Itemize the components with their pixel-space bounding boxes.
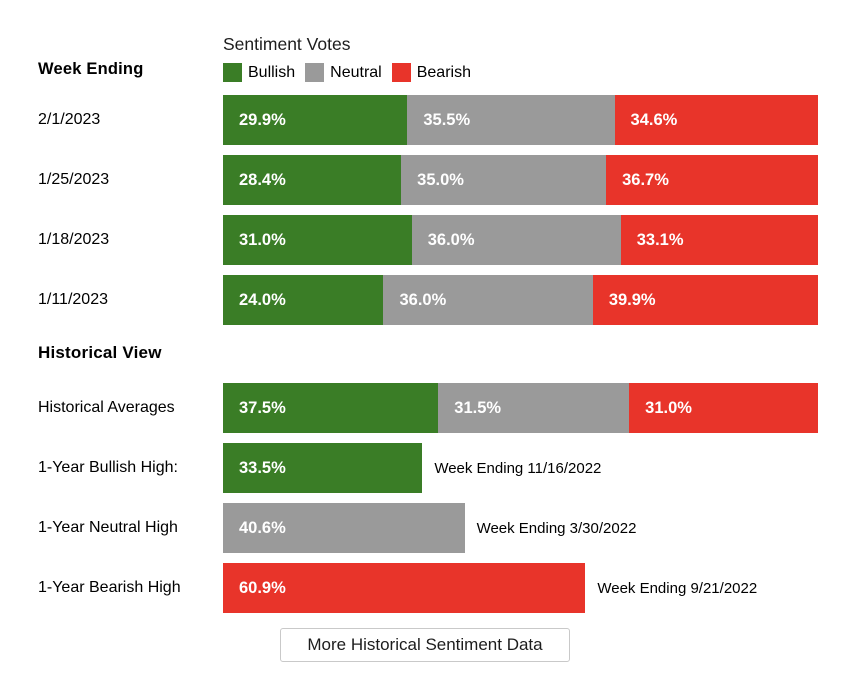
neutral-value: 36.0% (427, 230, 475, 249)
bearish-segment: 31.0% (629, 383, 818, 433)
stacked-bar: 37.5% 31.5% 31.0% (223, 383, 818, 433)
bearish-high-row: 1-Year Bearish High 60.9% Week Ending 9/… (38, 563, 818, 613)
week-label: 1/25/2023 (38, 171, 110, 188)
bullish-segment: 31.0% (223, 215, 412, 265)
neutral-segment: 36.0% (383, 275, 593, 325)
neutral-swatch-icon (305, 63, 325, 82)
bullish-high-bar: 33.5% (223, 443, 423, 493)
stacked-bar: 31.0% 36.0% 33.1% (223, 215, 818, 265)
legend-item-bearish: Bearish (391, 63, 471, 82)
neutral-segment: 35.5% (407, 95, 615, 145)
bearish-high-value: 60.9% (239, 578, 286, 597)
bullish-swatch-icon (223, 63, 242, 82)
bullish-value: 31.0% (239, 230, 286, 249)
stacked-bar: 28.4% 35.0% 36.7% (223, 155, 818, 205)
week-label: 1/18/2023 (38, 231, 110, 248)
historical-averages-label: Historical Averages (38, 399, 175, 416)
neutral-high-note: Week Ending 3/30/2022 (476, 519, 637, 537)
legend: Bullish Neutral Bearish (223, 63, 818, 82)
bearish-value: 36.7% (622, 170, 669, 189)
bullish-value: 28.4% (239, 170, 286, 189)
bullish-high-label: 1-Year Bullish High: (38, 459, 178, 476)
legend-label: Bearish (416, 63, 471, 81)
bullish-segment: 28.4% (223, 155, 402, 205)
week-label: 2/1/2023 (38, 111, 101, 128)
bearish-segment: 33.1% (620, 215, 818, 265)
legend-item-bullish: Bullish (223, 63, 295, 82)
footer: More Historical Sentiment Data (38, 628, 818, 662)
bearish-value: 34.6% (630, 110, 678, 129)
neutral-segment: 31.5% (438, 383, 630, 433)
bearish-segment: 36.7% (606, 155, 818, 205)
week-ending-column-header: Week Ending (38, 60, 144, 78)
neutral-segment: 36.0% (411, 215, 621, 265)
bearish-high-bar: 60.9% (223, 563, 586, 613)
bullish-segment: 24.0% (223, 275, 384, 325)
bullish-segment: 29.9% (223, 95, 408, 145)
neutral-high-label: 1-Year Neutral High (38, 519, 178, 536)
bullish-high-value: 33.5% (239, 458, 286, 477)
bullish-high-row: 1-Year Bullish High: 33.5% Week Ending 1… (38, 443, 818, 493)
historical-view-heading: Historical View (38, 343, 162, 362)
bearish-value: 31.0% (645, 398, 692, 417)
stacked-bar: 29.9% 35.5% 34.6% (223, 95, 818, 145)
bullish-value: 29.9% (239, 110, 286, 129)
weekly-row: 1/25/2023 28.4% 35.0% 36.7% (38, 155, 818, 205)
bullish-value: 24.0% (239, 290, 286, 309)
neutral-value: 35.0% (417, 170, 464, 189)
bearish-high-note: Week Ending 9/21/2022 (597, 579, 758, 597)
legend-label: Bullish (248, 63, 296, 81)
weekly-row: 2/1/2023 29.9% 35.5% 34.6% (38, 95, 818, 145)
bullish-high-note: Week Ending 11/16/2022 (434, 459, 602, 477)
legend-item-neutral: Neutral (305, 63, 382, 82)
neutral-high-value: 40.6% (239, 518, 286, 537)
chart-title: Sentiment Votes (223, 34, 351, 54)
bearish-segment: 39.9% (592, 275, 819, 325)
sentiment-survey-panel: Week Ending Sentiment Votes Bullish Neut… (38, 34, 819, 662)
weekly-row: 1/18/2023 31.0% 36.0% 33.1% (38, 215, 818, 265)
historical-averages-row: Historical Averages 37.5% 31.5% 31.0% (38, 383, 818, 433)
bearish-high-label: 1-Year Bearish High (38, 579, 181, 596)
bullish-segment: 37.5% (223, 383, 439, 433)
chart-header: Week Ending Sentiment Votes Bullish Neut… (38, 34, 818, 82)
neutral-high-bar: 40.6% (223, 503, 465, 553)
bearish-value: 39.9% (608, 290, 656, 309)
neutral-high-row: 1-Year Neutral High 40.6% Week Ending 3/… (38, 503, 818, 553)
bearish-value: 33.1% (636, 230, 684, 249)
neutral-value: 31.5% (454, 398, 502, 417)
bearish-segment: 34.6% (614, 95, 818, 145)
bullish-value: 37.5% (239, 398, 286, 417)
neutral-segment: 35.0% (401, 155, 607, 205)
neutral-value: 36.0% (399, 290, 447, 309)
weekly-row: 1/11/2023 24.0% 36.0% 39.9% (38, 275, 819, 325)
neutral-value: 35.5% (423, 110, 471, 129)
legend-label: Neutral (330, 63, 382, 81)
week-label: 1/11/2023 (38, 291, 108, 308)
bearish-swatch-icon (391, 63, 411, 82)
stacked-bar: 24.0% 36.0% 39.9% (223, 275, 819, 325)
more-historical-sentiment-data-button[interactable]: More Historical Sentiment Data (280, 628, 570, 662)
